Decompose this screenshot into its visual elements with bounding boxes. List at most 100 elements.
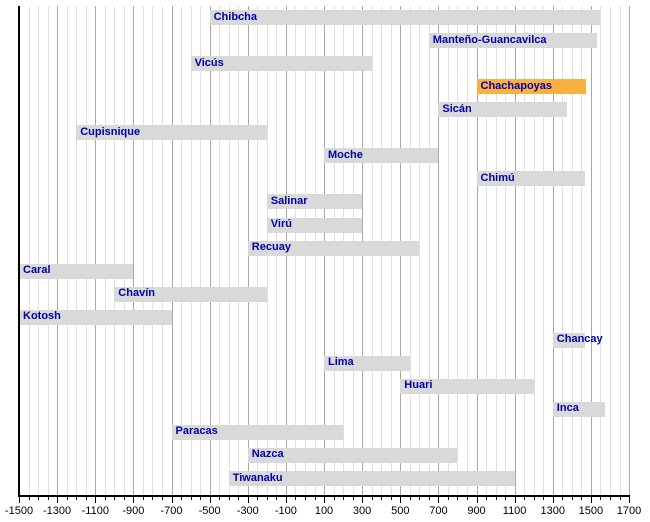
x-axis-minor-tick (28, 497, 30, 500)
gridline-minor (609, 6, 611, 496)
x-axis-major-tick (247, 497, 249, 503)
x-axis-minor-tick (38, 497, 40, 500)
timeline-bar: Recuay (247, 240, 420, 256)
gridline-major (514, 6, 516, 496)
gridline-minor (190, 6, 192, 496)
x-axis-minor-tick (600, 497, 602, 500)
gridline-major (171, 6, 173, 496)
culture-label: Vicús (194, 56, 224, 69)
x-axis-minor-tick (304, 497, 306, 500)
x-axis-tick-label: 900 (467, 505, 486, 517)
timeline-bar: Paracas (171, 424, 344, 440)
gridline-minor (600, 6, 602, 496)
gridline-major (95, 6, 97, 496)
x-axis-minor-tick (257, 497, 259, 500)
gridline-minor (238, 6, 240, 496)
x-axis-major-tick (514, 497, 516, 503)
x-axis-minor-tick (181, 497, 182, 500)
x-axis-major-tick (171, 497, 173, 503)
culture-label: Caral (23, 264, 51, 277)
culture-label: Cupisnique (80, 125, 141, 138)
x-axis-minor-tick (371, 497, 373, 500)
timeline-bar: Huari (400, 378, 534, 394)
x-axis-minor-tick (486, 497, 487, 500)
gridline-minor (114, 6, 116, 496)
x-axis-minor-tick (114, 497, 116, 500)
x-axis-minor-tick (533, 497, 535, 500)
timeline-bar: Nazca (247, 447, 458, 463)
gridline-minor (104, 6, 106, 496)
culture-label: Kotosh (23, 310, 61, 323)
x-axis-tick-label: 1500 (578, 505, 604, 517)
timeline-bar: Moche (324, 148, 439, 164)
x-axis-tick-label: -500 (198, 505, 221, 517)
gridline-minor (505, 6, 507, 496)
culture-label: Chavín (118, 287, 155, 300)
x-axis-minor-tick (85, 497, 87, 500)
x-axis-minor-tick (609, 497, 611, 500)
culture-label: Chimú (480, 171, 515, 184)
gridline-minor (619, 6, 621, 496)
x-axis-minor-tick (238, 497, 240, 500)
gridline-minor (76, 6, 78, 496)
x-axis-minor-tick (333, 497, 335, 500)
timeline-bar: Salinar (266, 194, 363, 210)
x-axis-minor-tick (219, 497, 221, 500)
gridline-minor (524, 6, 526, 496)
x-axis-minor-tick (162, 497, 163, 500)
x-axis-minor-tick (295, 497, 297, 500)
x-axis-line (18, 495, 630, 497)
gridline-minor (38, 6, 40, 496)
x-axis-major-tick (400, 497, 402, 503)
x-axis-minor-tick (152, 497, 154, 500)
gridline-minor (228, 6, 230, 496)
x-axis-minor-tick (619, 497, 621, 500)
x-axis-major-tick (552, 497, 554, 503)
x-axis-major-tick (438, 497, 440, 503)
gridline-major (552, 6, 554, 496)
x-axis-tick-label: 100 (314, 505, 334, 517)
x-axis-minor-tick (543, 497, 545, 500)
x-axis-minor-tick (495, 497, 497, 500)
x-axis-minor-tick (457, 497, 459, 500)
culture-label: Chachapoyas (480, 79, 553, 92)
culture-label: Chibcha (213, 10, 257, 23)
gridline-major (590, 6, 592, 496)
y-axis-line (18, 6, 20, 496)
culture-label: Sicán (442, 102, 472, 115)
x-axis-minor-tick (200, 497, 202, 500)
culture-label: Inca (556, 402, 579, 415)
x-axis-minor-tick (76, 497, 78, 500)
x-axis-tick-label: -1500 (4, 505, 34, 517)
timeline-bar: Chancay (552, 332, 603, 348)
gridline-major (209, 6, 211, 496)
gridline-minor (142, 6, 144, 496)
timeline-bar: Cupisnique (76, 125, 267, 141)
culture-label: Nazca (251, 448, 284, 461)
x-axis-minor-tick (104, 497, 106, 500)
gridline-minor (419, 6, 421, 496)
x-axis-tick-label: 700 (429, 505, 448, 517)
timeline-bar: Sicán (438, 102, 568, 118)
x-axis-major-tick (133, 497, 135, 503)
x-axis-minor-tick (524, 497, 526, 500)
culture-label: Manteño-Guancavilca (432, 33, 547, 46)
x-axis-major-tick (629, 497, 630, 503)
gridline-minor (66, 6, 68, 496)
x-axis-minor-tick (352, 497, 354, 500)
x-axis-major-tick (285, 497, 287, 503)
gridline-minor (428, 6, 430, 496)
timeline-bar: Chavín (114, 286, 267, 302)
gridline-major (438, 6, 440, 496)
x-axis-major-tick (57, 497, 59, 503)
culture-label: Salinar (270, 194, 308, 207)
x-axis-tick-label: -700 (160, 505, 183, 517)
x-axis-minor-tick (190, 497, 192, 500)
x-axis-major-tick (476, 497, 478, 503)
timeline-bar: Tiwanaku (228, 471, 515, 486)
x-axis-tick-label: -1100 (81, 505, 109, 517)
gridline-major (57, 6, 59, 496)
x-axis-minor-tick (571, 497, 573, 500)
x-axis-tick-label: -100 (274, 505, 297, 517)
